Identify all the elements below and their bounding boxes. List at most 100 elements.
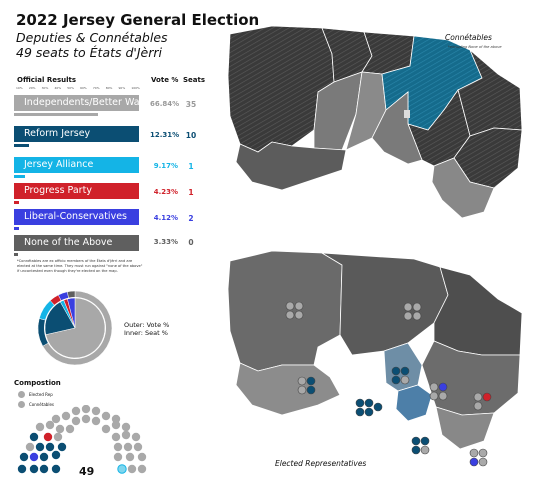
- elected-key-dot: [18, 391, 25, 398]
- parliament-seat: [29, 432, 39, 442]
- connetables-key-label: Connétables: [29, 402, 54, 407]
- party-vote-pct: 66.84%: [150, 100, 180, 108]
- seat-share-slice: [45, 297, 106, 359]
- scale-tick: 80%: [105, 86, 113, 90]
- parliament-seat: [17, 464, 27, 474]
- parliament-seat: [137, 452, 147, 462]
- parliament-seat: [39, 464, 49, 474]
- party-vote-pct: 3.33%: [153, 238, 178, 246]
- district-south-west: [235, 362, 341, 416]
- parliament-seat: [53, 432, 63, 442]
- party-seats: 10: [185, 131, 197, 140]
- vote-share-bar: [14, 144, 30, 147]
- party-name: Reform Jersey: [24, 128, 91, 139]
- party-bar: Reform Jersey: [14, 126, 139, 142]
- parliament-seat: [101, 424, 111, 434]
- party-bar: Independents/Better Way: [14, 95, 145, 111]
- composition-key-elected: Elected Rep: [18, 391, 53, 398]
- party-row-reform-jersey: Reform Jersey: [14, 126, 139, 147]
- parliament-seat: [71, 416, 81, 426]
- party-row-jersey-alliance: Jersey Alliance: [14, 157, 139, 178]
- parish-st-peter: [313, 71, 363, 151]
- parliament-seat: [51, 450, 61, 460]
- pie-legend: Outer: Vote % Inner: Seat %: [124, 321, 169, 338]
- party-name: Jersey Alliance: [24, 159, 94, 170]
- scale-tick: 50%: [67, 86, 74, 90]
- scale-tick: 70%: [92, 86, 100, 90]
- connetables-map-label: Connétables: [445, 33, 492, 42]
- vote-seat-pie-chart: [37, 290, 113, 366]
- parliament-seat: [35, 422, 45, 432]
- pie-legend-outer: Outer: Vote %: [124, 321, 170, 329]
- composition-key-connetables: Connétables: [18, 401, 54, 408]
- scale-tick: 100%: [131, 86, 140, 90]
- connetables-key-dot: [18, 401, 25, 408]
- parliament-seat: [61, 411, 71, 421]
- scale-tick: 10%: [16, 86, 23, 90]
- scale-tick: 60%: [80, 86, 87, 90]
- party-name: Independents/Better Way: [24, 97, 146, 108]
- scale-tick: 90%: [118, 86, 126, 90]
- parliament-seat: [25, 442, 35, 452]
- vote-share-bar: [14, 227, 20, 230]
- parliament-seat: [19, 452, 29, 462]
- scale-tick: 20%: [28, 86, 36, 90]
- parish-st-helier: [371, 91, 423, 165]
- party-seats: 1: [188, 162, 194, 171]
- parliament-seat: [111, 420, 121, 430]
- scale-tick: 30%: [41, 86, 49, 90]
- parliament-seat: [121, 422, 131, 432]
- party-seats: 0: [188, 238, 194, 247]
- parliament-seat: [45, 442, 55, 452]
- elected-reps-map-label: Elected Representatives: [275, 459, 367, 468]
- parliament-seat: [101, 411, 111, 421]
- map-small-island: [404, 110, 410, 118]
- subtitle-line-2: 49 seats to États d'Jèrri: [16, 45, 162, 60]
- parliament-seat: [51, 414, 61, 424]
- elected-key-label: Elected Rep: [29, 392, 53, 397]
- vote-scale: 10% 20% 30% 40% 50% 60% 70% 80% 90% 100%: [16, 86, 140, 92]
- party-row-liberal-conservatives: Liberal-Conservatives: [14, 209, 139, 230]
- parliament-seat: [35, 442, 45, 452]
- connetables-map: [227, 25, 523, 219]
- parliament-seat: [51, 464, 61, 474]
- parliament-seat: [81, 405, 91, 414]
- parliament-seat: [91, 406, 101, 416]
- party-name: Liberal-Conservatives: [24, 211, 127, 222]
- parish-st-brelade: [235, 141, 347, 191]
- parliament-seat: [131, 432, 141, 442]
- vote-column-header: Vote %: [151, 76, 179, 84]
- page-title: 2022 Jersey General Election: [16, 11, 260, 29]
- vote-share-bar: [14, 175, 26, 178]
- seat-share-slice: [67, 297, 76, 329]
- party-seats: 2: [188, 214, 194, 223]
- parliament-seat: [57, 442, 67, 452]
- parliament-seat: [125, 452, 135, 462]
- party-vote-pct: 9.17%: [153, 162, 178, 170]
- parliament-seat: [91, 416, 101, 426]
- parliament-seat: [65, 424, 75, 434]
- seat-share-slice: [44, 301, 76, 335]
- party-vote-pct: 12.31%: [150, 131, 180, 139]
- parliament-seat: [113, 452, 123, 462]
- parliament-seat: [117, 464, 127, 474]
- pie-svg: [37, 290, 113, 366]
- party-row-independents: Independents/Better Way: [14, 95, 145, 116]
- vote-share-bar: [14, 253, 19, 256]
- parliament-seat: [121, 430, 131, 440]
- connetables-map-note: *excluding None of the above: [448, 45, 502, 49]
- parliament-seat: [113, 442, 123, 452]
- party-bar: Liberal-Conservatives: [14, 209, 139, 225]
- parliament-seat: [71, 406, 81, 416]
- party-name: None of the Above: [24, 237, 113, 248]
- party-bar: Progress Party: [14, 183, 139, 199]
- party-seats: 35: [185, 100, 197, 109]
- vote-share-bar: [14, 201, 20, 204]
- parliament-seat: [43, 432, 53, 442]
- district-north-west: [227, 250, 343, 372]
- parliament-seat-diagram: [17, 405, 147, 474]
- parliament-seat: [55, 424, 65, 434]
- district-st-clement: [435, 406, 495, 450]
- party-bar: Jersey Alliance: [14, 157, 139, 173]
- parliament-seat: [45, 420, 55, 430]
